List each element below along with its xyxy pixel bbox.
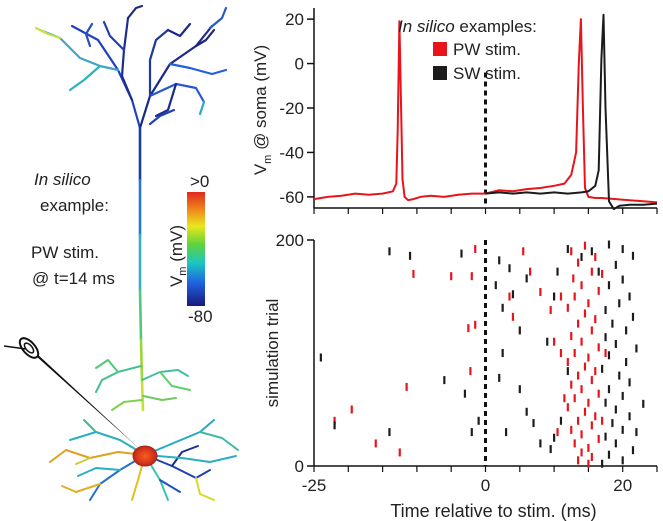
colorbar — [187, 192, 205, 306]
electrode-icon — [3, 337, 143, 452]
raster-x-tick-label: 0 — [481, 476, 490, 495]
legend-swatch — [433, 42, 447, 56]
top-y-tick-label: -20 — [279, 99, 304, 118]
raster-x-tick-label: 20 — [613, 476, 632, 495]
apical-trunk — [138, 126, 145, 412]
top-y-tick-label: -60 — [279, 188, 304, 207]
legend-title: In silico examples: — [398, 17, 537, 36]
raster-y-tick-label: 0 — [295, 457, 304, 476]
top-y-tick-label: -40 — [279, 143, 304, 162]
top-y-axis-label: Vm @ soma (mV) — [251, 45, 274, 175]
legend-swatch — [433, 66, 447, 80]
top-legend: In silico examples: PW stim. SW stim. — [398, 17, 537, 83]
top-y-tick-label: 0 — [295, 55, 304, 74]
trace-sw-stim — [485, 13, 658, 211]
stim-time-label: @ t=14 ms — [32, 269, 115, 288]
example-label: example: — [40, 196, 109, 215]
soma — [132, 445, 158, 467]
raster-marks — [319, 240, 645, 468]
raster-x-tick-label: -25 — [302, 476, 327, 495]
raster-x-axis-label: Time relative to stim. (ms) — [390, 501, 596, 521]
legend-entry-label: PW stim. — [453, 40, 521, 59]
legend-entry-label: SW stim. — [453, 64, 521, 83]
raster-y-axis-label: simulation trial — [263, 299, 282, 408]
raster-y-tick-label: 200 — [276, 231, 304, 250]
neuron-morphology — [34, 4, 239, 501]
top-y-tick-label: 20 — [285, 10, 304, 29]
colorbar-title: Vm (mV) — [166, 224, 190, 288]
colorbar-min-label: -80 — [188, 307, 213, 326]
soma-voltage-plot: 20 0 -20 -40 -60 Vm @ soma (mV) In silico exa… — [251, 8, 658, 214]
colorbar-max-label: >0 — [190, 172, 210, 191]
oblique-dendrites — [95, 359, 191, 411]
basal-dendrites — [49, 419, 239, 501]
top-axes: 20 0 -20 -40 -60 Vm @ soma (mV) — [251, 8, 658, 214]
in-silico-label: In silico — [34, 170, 91, 189]
stim-label: PW stim. — [31, 243, 99, 262]
top-traces — [313, 13, 658, 211]
apical-tuft — [34, 4, 228, 130]
